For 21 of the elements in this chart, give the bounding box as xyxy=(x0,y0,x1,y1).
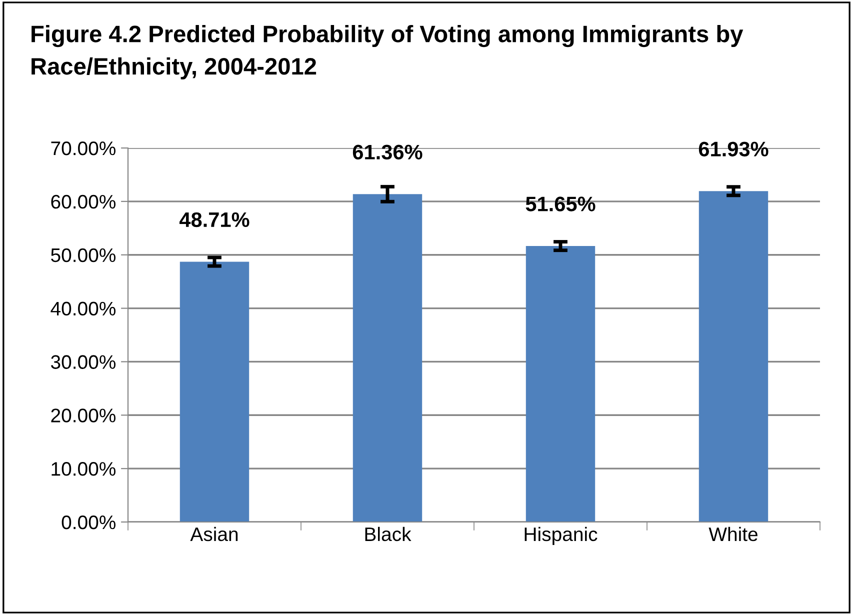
y-tick-label: 10.00% xyxy=(52,462,116,476)
data-label: 61.93% xyxy=(698,142,768,156)
bar xyxy=(526,246,596,522)
y-tick-label: 40.00% xyxy=(50,302,116,316)
x-tick-label: Asian xyxy=(190,526,238,542)
y-tick-label: 60.00% xyxy=(51,194,116,209)
data-label: 61.36% xyxy=(352,144,422,160)
y-tick-label: 0.00% xyxy=(62,515,116,530)
x-tick-label: White xyxy=(708,526,758,542)
bar xyxy=(180,262,250,522)
y-tick-label: 30.00% xyxy=(50,355,116,369)
y-tick-label: 20.00% xyxy=(51,408,116,422)
x-tick-label: Hispanic xyxy=(524,526,598,545)
bar xyxy=(698,191,768,522)
chart-title: Figure 4.2 Predicted Probability of Voting among Immigrants by Race/Ethnicity, 2004-2012 xyxy=(32,25,744,80)
data-label: 51.65% xyxy=(526,196,596,212)
data-label: 48.71% xyxy=(179,212,250,228)
x-tick-label: Black xyxy=(365,526,412,542)
y-tick-label: 50.00% xyxy=(51,248,116,262)
y-tick-label: 70.00% xyxy=(51,141,116,156)
bar xyxy=(352,194,422,522)
